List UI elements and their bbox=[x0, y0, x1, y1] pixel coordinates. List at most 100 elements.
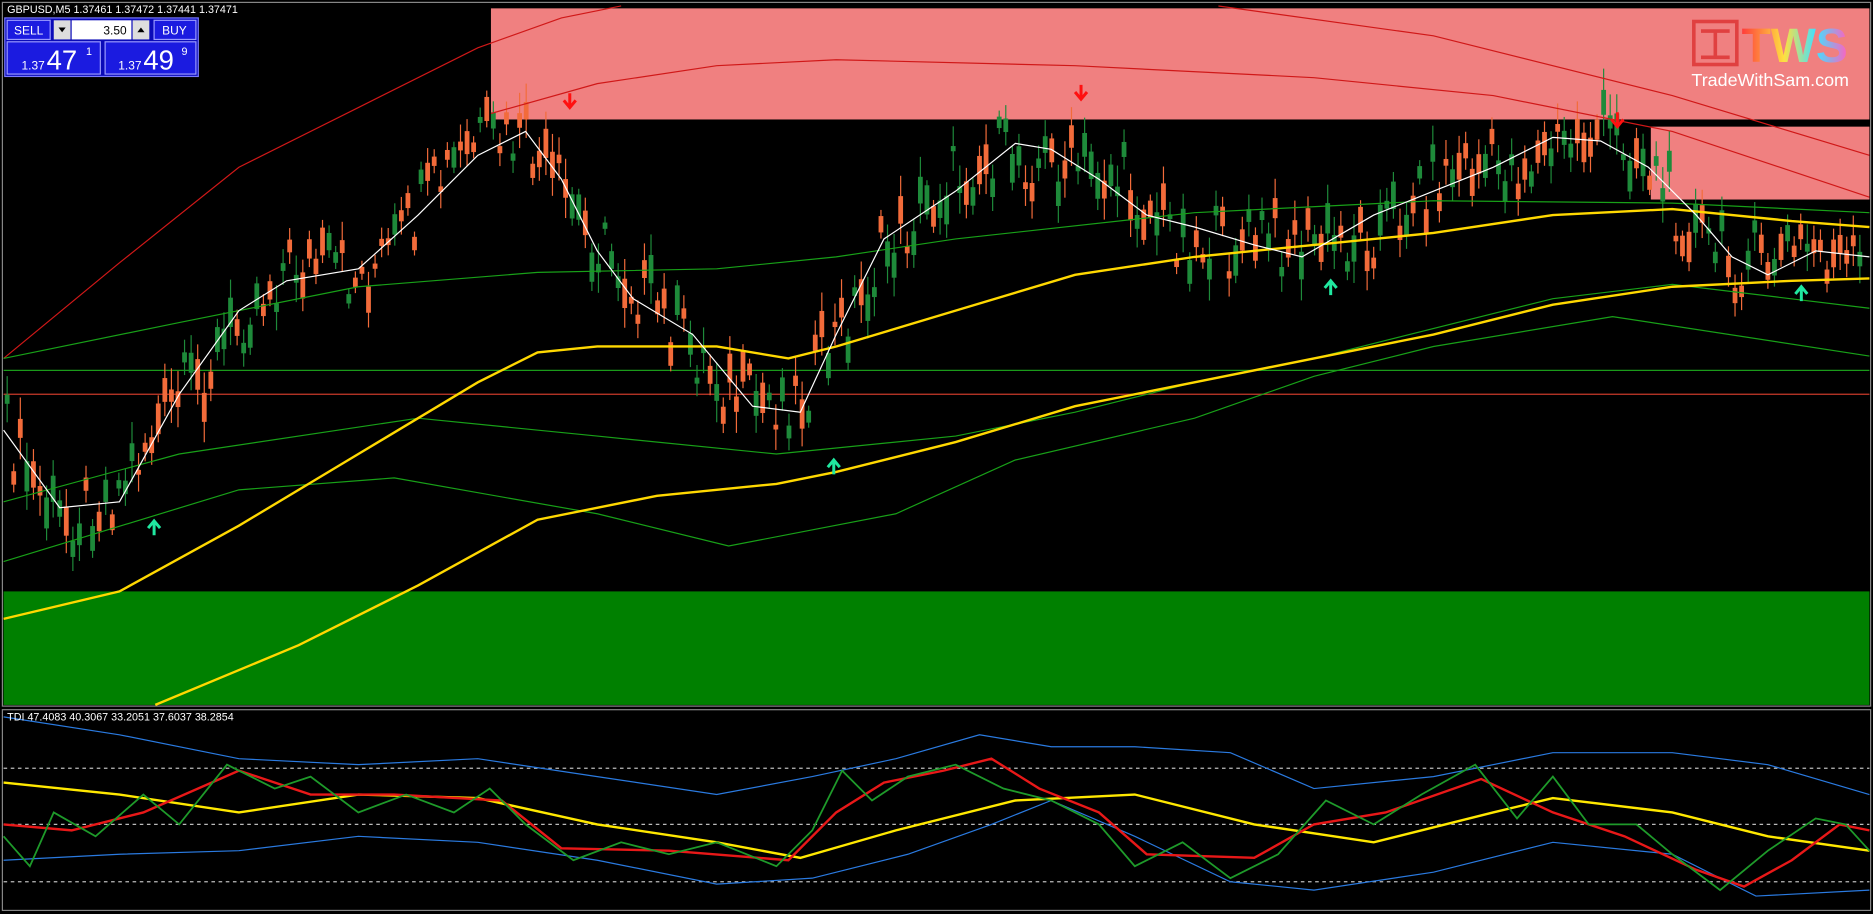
candles bbox=[4, 68, 1863, 572]
candle-body bbox=[517, 113, 523, 128]
candle-body bbox=[215, 327, 220, 353]
candle-body bbox=[1312, 234, 1317, 247]
buy-price-box[interactable] bbox=[104, 41, 197, 75]
buy-label[interactable]: BUY bbox=[162, 24, 187, 38]
candle-body bbox=[234, 319, 240, 336]
candle-body bbox=[366, 286, 371, 313]
candle-body bbox=[681, 308, 687, 319]
buy-price-small[interactable]: 9 bbox=[182, 46, 188, 58]
candle-body bbox=[208, 371, 214, 389]
candle-body bbox=[300, 272, 306, 299]
sell-price-prefix[interactable]: 1.37 bbox=[22, 58, 46, 72]
sell-label[interactable]: SELL bbox=[14, 24, 44, 38]
candle-body bbox=[175, 391, 181, 408]
candle-body bbox=[17, 418, 23, 438]
trade-panel: SELL 3.50 BUY 1.37 47 1 1.37 49 9 bbox=[4, 17, 199, 78]
candle-body bbox=[530, 163, 536, 178]
candle-body bbox=[379, 238, 385, 246]
candle-body bbox=[1528, 171, 1534, 187]
candle-body bbox=[1844, 250, 1850, 264]
candle-body bbox=[1338, 225, 1344, 238]
candle-body bbox=[1785, 225, 1790, 242]
candle-body bbox=[536, 150, 542, 168]
candle-body bbox=[740, 350, 746, 382]
candle-body bbox=[734, 396, 739, 412]
candle-body bbox=[917, 176, 923, 204]
candle-body bbox=[1141, 209, 1147, 240]
candle-body bbox=[1443, 158, 1449, 166]
candle-body bbox=[1174, 260, 1179, 268]
candle-body bbox=[1706, 228, 1712, 234]
candle-body bbox=[753, 391, 759, 416]
candle-body bbox=[1804, 243, 1810, 252]
candle-body bbox=[1791, 245, 1797, 258]
candle-body bbox=[1180, 208, 1186, 238]
candle-body bbox=[602, 222, 608, 229]
candle-body bbox=[1075, 165, 1081, 172]
tdi-band bbox=[3, 716, 1870, 796]
candle-body bbox=[63, 506, 69, 536]
buy-signal-arrow bbox=[1323, 278, 1338, 296]
sell-signal-arrow bbox=[562, 93, 577, 110]
candle-body bbox=[142, 442, 148, 452]
candle-body bbox=[582, 210, 588, 236]
candle-body bbox=[1699, 205, 1705, 223]
candle-body bbox=[44, 497, 49, 529]
candle-body bbox=[766, 392, 772, 401]
candle-body bbox=[162, 378, 168, 402]
candle-body bbox=[241, 342, 247, 354]
candle-body bbox=[412, 236, 417, 251]
candle-body bbox=[609, 251, 614, 269]
candle-body bbox=[359, 266, 365, 274]
candle-body bbox=[911, 231, 917, 256]
candle-body bbox=[714, 384, 720, 401]
candle-body bbox=[1824, 269, 1830, 284]
sell-price-small[interactable]: 1 bbox=[86, 46, 92, 58]
candle-body bbox=[221, 328, 227, 350]
candle-body bbox=[1647, 175, 1653, 190]
candle-body bbox=[1377, 204, 1383, 236]
candle-body bbox=[1266, 233, 1271, 251]
candle-body bbox=[1620, 154, 1626, 161]
candle-body bbox=[1384, 200, 1390, 209]
buy-button[interactable] bbox=[153, 19, 197, 41]
lot-field[interactable] bbox=[71, 20, 132, 40]
candle-body bbox=[543, 128, 549, 158]
sell-price-box[interactable] bbox=[6, 41, 101, 75]
candle-body bbox=[1404, 214, 1409, 237]
sub-chart-frame bbox=[1, 709, 1872, 912]
candle-body bbox=[1758, 234, 1764, 253]
lot-down-icon bbox=[58, 27, 66, 33]
candle-body bbox=[431, 156, 437, 166]
candle-body bbox=[878, 216, 884, 233]
candle-body bbox=[1765, 262, 1771, 280]
candle-body bbox=[674, 285, 680, 315]
candle-body bbox=[642, 260, 647, 278]
candle-body bbox=[1351, 235, 1357, 262]
candle-body bbox=[839, 297, 844, 318]
candle-body bbox=[1515, 183, 1521, 200]
candle-body bbox=[1778, 233, 1784, 260]
candle-body bbox=[1588, 137, 1593, 157]
sell-price-big[interactable]: 47 bbox=[47, 44, 78, 75]
lot-value[interactable]: 3.50 bbox=[103, 24, 127, 38]
candle-body bbox=[57, 500, 63, 517]
candle-body bbox=[852, 287, 858, 296]
candle-body bbox=[1634, 138, 1639, 169]
candle-body bbox=[1653, 156, 1659, 166]
sell-signal-arrow bbox=[1073, 84, 1089, 102]
buy-price-big[interactable]: 49 bbox=[143, 44, 174, 75]
buy-price-prefix[interactable]: 1.37 bbox=[118, 58, 142, 72]
sell-button[interactable] bbox=[6, 19, 51, 41]
candle-body bbox=[1055, 181, 1061, 206]
candle-body bbox=[944, 195, 950, 225]
logo-icon bbox=[1692, 19, 1739, 67]
candle-body bbox=[11, 471, 17, 485]
candle-body bbox=[720, 406, 726, 424]
candle-body bbox=[904, 246, 910, 254]
candle-body bbox=[1029, 183, 1035, 202]
candle-body bbox=[812, 334, 818, 351]
candle-body bbox=[398, 210, 404, 222]
candle-body bbox=[195, 359, 201, 390]
